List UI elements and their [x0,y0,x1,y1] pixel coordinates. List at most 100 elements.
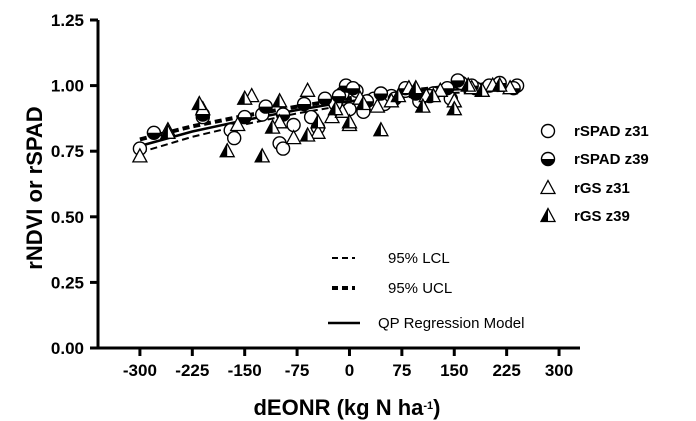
marker-shape [369,97,386,113]
x-tick-label: -75 [285,361,310,380]
marker-shape [275,141,291,156]
legend-line-label: QP Regression Model [378,315,524,332]
marker-fill [373,122,381,136]
marker-fill [318,98,332,106]
marker-fill [328,101,336,115]
marker-fill [346,88,360,95]
legend-item-rspad-z39: rSPAD z39 [540,151,649,168]
data-point [226,130,242,146]
x-axis-title-main: dEONR (kg N ha [253,395,424,420]
legend-line-item: 95% UCL [332,280,452,297]
data-point [474,81,491,97]
marker-fill [220,143,228,157]
marker-fill [237,91,245,105]
marker-fill [160,125,168,139]
marker-fill [297,104,311,111]
marker-shape [131,147,148,163]
data-point [355,95,372,111]
x-axis-title: dEONR (kg N ha-1) [253,395,440,420]
data-point [345,80,361,96]
data-point [275,141,291,156]
legend-marker [540,151,556,167]
marker-fill [415,99,423,113]
data-point [219,142,236,158]
marker-fill [409,93,423,100]
y-tick-label: 1.25 [51,11,84,30]
marker-fill [259,106,273,114]
data-point [258,99,273,114]
marker-fill [342,114,350,128]
marker-shape [299,81,316,97]
x-axis-title-suffix: ) [433,395,440,420]
marker-fill [300,128,308,141]
marker-fill [272,93,280,107]
data-point [146,125,162,141]
data-point [285,129,302,145]
legend-label: rSPAD z31 [574,123,649,140]
marker-fill [391,88,399,102]
marker-fill [147,132,161,140]
data-points [131,73,525,163]
marker-shape [271,113,288,129]
legend-item-rgs-z39: rGS z39 [539,207,630,225]
marker-fill [475,83,483,97]
marker-shape [226,130,242,146]
x-tick-label: -150 [228,361,262,380]
legend-line-item: QP Regression Model [328,315,524,332]
data-point [327,100,344,116]
data-point [450,73,465,88]
data-point [341,113,358,129]
marker-shape [539,179,557,195]
data-point [237,109,252,125]
legend-marker [540,123,556,139]
legend-label: rGS z31 [574,180,630,197]
data-point [432,81,449,97]
marker-fill [461,78,469,92]
legend-line-label: 95% LCL [388,250,450,267]
data-point [236,89,253,105]
x-tick-label: 0 [345,361,354,380]
data-point [309,123,327,139]
series-rgs-z39 [159,76,508,163]
data-point [271,92,288,108]
marker-fill [238,117,252,124]
x-axis-title-superscript: -1 [423,400,433,412]
data-point [373,86,389,101]
data-point [460,76,477,92]
x-tick-label: 300 [545,361,573,380]
data-point [191,95,208,111]
marker-shape [540,123,556,139]
x-tick-label: -300 [123,361,157,380]
legend-marker [539,207,557,223]
data-point [299,126,316,142]
data-point [317,91,333,106]
y-tick-label: 0.00 [51,339,84,358]
series-rgs-z31 [131,76,519,163]
marker-fill [408,80,416,94]
data-point [414,97,431,113]
data-point [331,88,347,104]
data-point [299,81,316,97]
y-tick-label: 0.25 [51,273,84,292]
data-point [369,97,386,113]
data-point [491,76,508,92]
data-point [229,116,246,132]
data-point [446,100,463,116]
data-point [264,118,281,134]
marker-fill [356,96,364,110]
data-point [407,79,424,95]
x-tick-label: 150 [440,361,468,380]
legend-line-label: 95% UCL [388,280,452,297]
data-point [271,113,288,129]
y-tick-label: 1.00 [51,77,84,96]
axes: 0.00 0.25 0.50 0.75 1.00 1.25 -300 -225 -150 -75 0… [51,11,580,380]
y-axis-title: rNDVI or rSPAD [22,106,47,269]
data-point [390,87,407,103]
legend-item-rgs-z31: rGS z31 [539,179,630,197]
marker-fill [192,96,200,110]
data-point [425,87,442,103]
marker-shape [432,81,449,97]
marker-fill [255,148,263,162]
